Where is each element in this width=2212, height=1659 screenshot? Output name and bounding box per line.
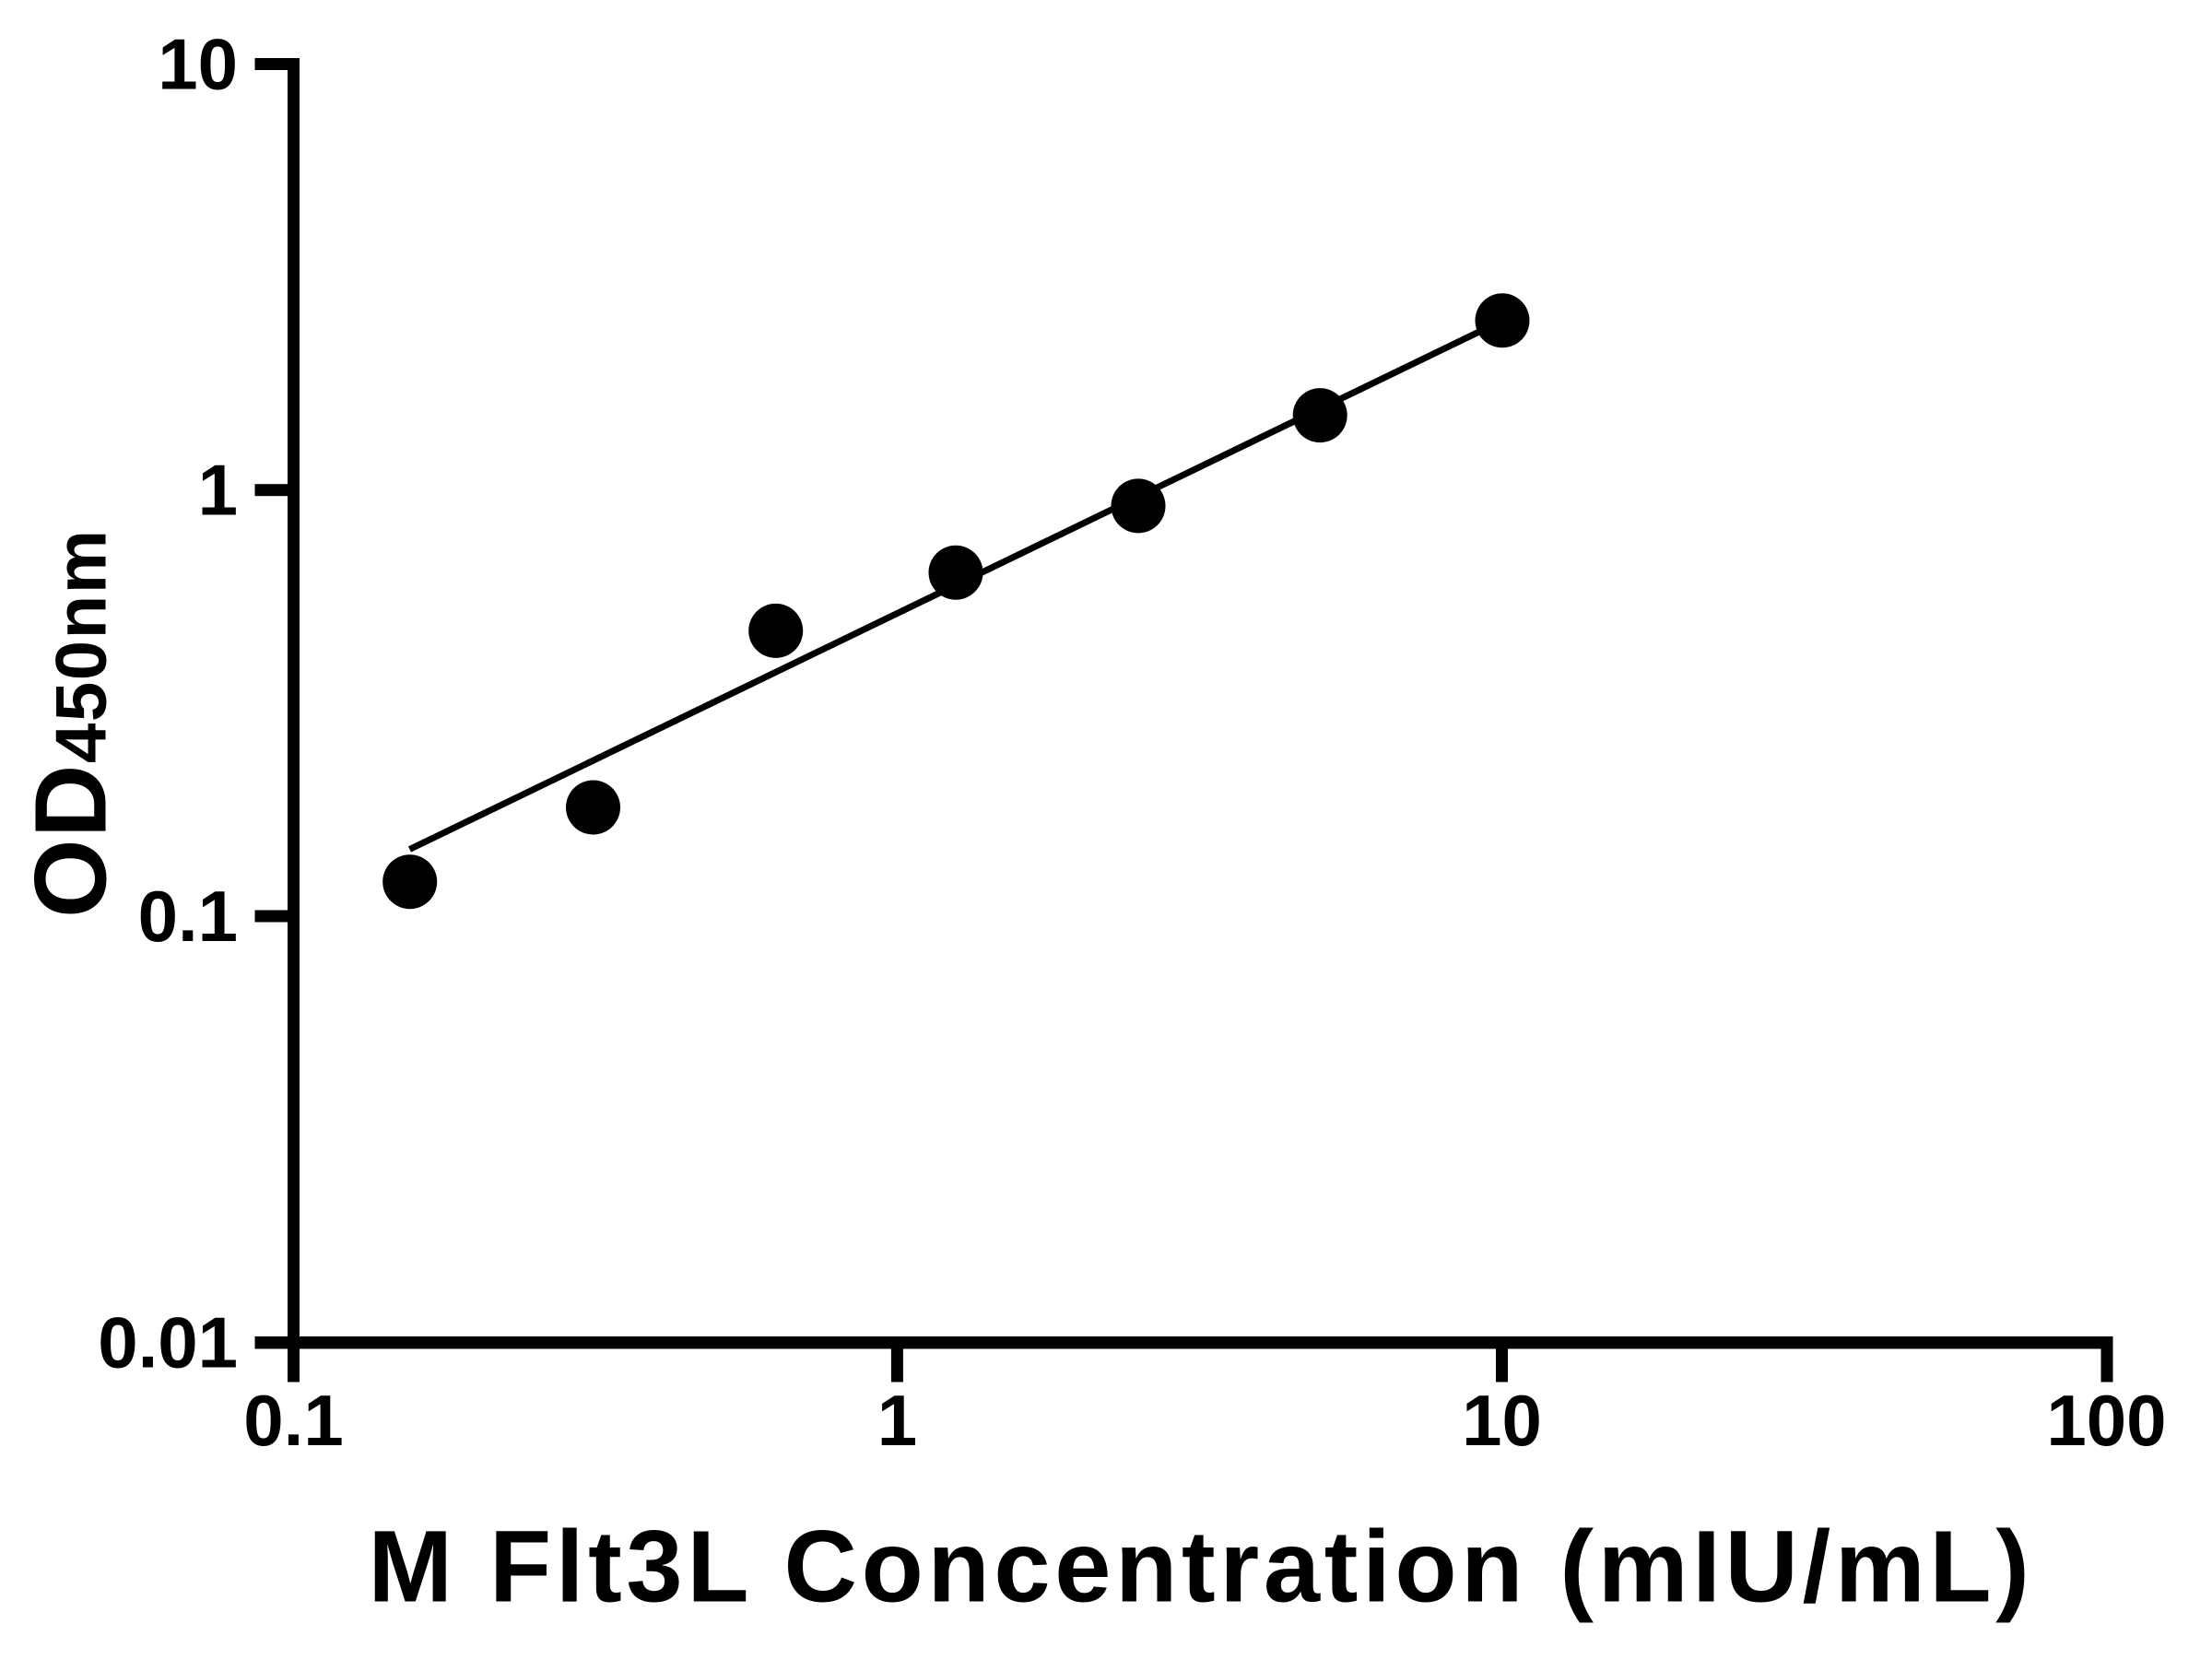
svg-text:0.1: 0.1 (243, 1380, 343, 1461)
svg-text:100: 100 (2046, 1380, 2166, 1461)
svg-text:1: 1 (198, 450, 238, 531)
svg-text:0.01: 0.01 (98, 1302, 238, 1383)
svg-text:10: 10 (158, 23, 238, 104)
svg-text:10: 10 (1462, 1380, 1542, 1461)
svg-text:M Flt3L Concentration (mIU/mL): M Flt3L Concentration (mIU/mL) (368, 1511, 2033, 1624)
svg-text:1: 1 (877, 1380, 917, 1461)
svg-text:0.1: 0.1 (138, 876, 238, 957)
